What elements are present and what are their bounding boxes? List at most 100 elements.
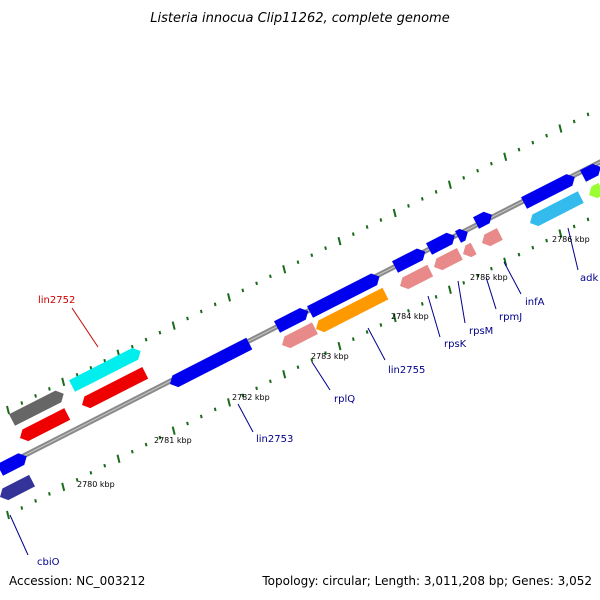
lower-tick xyxy=(130,449,134,454)
upper-tick xyxy=(337,236,342,246)
lower-tick xyxy=(296,365,300,370)
map-title: Listeria innocua Clip11262, complete gen… xyxy=(150,11,449,26)
kbp-label: 2781 kbp xyxy=(154,436,192,445)
upper-tick xyxy=(144,337,148,342)
upper-tick xyxy=(227,293,231,302)
lower-tick xyxy=(255,386,258,391)
upper-tick xyxy=(420,197,424,201)
lower-tick xyxy=(213,407,217,412)
kbp-label: 2782 kbp xyxy=(232,393,270,402)
gene-label-rpsK: rpsK xyxy=(444,339,467,350)
lower-tick xyxy=(34,499,37,503)
upper-tick xyxy=(434,190,438,194)
gene-label-rpmJ: rpmJ xyxy=(499,312,522,323)
gene-feature-orange xyxy=(316,287,389,333)
gene-feature-blue xyxy=(0,453,27,476)
upper-tick xyxy=(282,265,287,274)
lower-tick xyxy=(227,398,231,407)
lower-tick xyxy=(517,252,521,257)
lower-tick xyxy=(282,370,287,379)
upper-tick xyxy=(447,180,452,190)
leader-line xyxy=(9,514,29,556)
lower-tick xyxy=(379,323,383,327)
lower-tick xyxy=(310,358,314,363)
lower-tick xyxy=(434,295,438,299)
gene-feature-gray xyxy=(9,390,64,426)
gene-label-rpsM: rpsM xyxy=(469,326,493,337)
lower-tick xyxy=(103,463,107,468)
tick-marks xyxy=(6,112,590,520)
gene-feature-pink xyxy=(463,242,477,258)
upper-tick xyxy=(558,124,563,133)
lower-tick xyxy=(241,393,245,398)
upper-tick xyxy=(462,175,466,180)
genome-summary-text: Topology: circular; Length: 3,011,208 bp… xyxy=(261,574,592,588)
lower-tick xyxy=(586,217,590,222)
leader-line xyxy=(567,227,579,271)
gene-feature-pink xyxy=(434,248,463,271)
lower-tick xyxy=(351,337,355,341)
upper-tick xyxy=(213,302,217,307)
lower-tick xyxy=(20,506,24,510)
kbp-labels: 2780 kbp 2781 kbp 2782 kbp 2783 kbp 2784 kbp… xyxy=(77,235,590,489)
gene-feature-pink xyxy=(282,322,318,349)
upper-tick xyxy=(503,152,508,161)
lower-tick xyxy=(171,426,176,435)
upper-tick xyxy=(103,358,107,363)
gene-feature-red xyxy=(20,408,71,442)
kbp-label: 2783 kbp xyxy=(311,352,349,361)
lower-tick xyxy=(89,470,93,475)
upper-tick xyxy=(255,281,258,286)
lower-tick xyxy=(447,285,452,295)
lower-tick xyxy=(324,351,327,355)
lower-tick xyxy=(199,414,203,419)
upper-tick xyxy=(572,119,576,124)
upper-tick xyxy=(517,147,521,152)
kbp-label: 2780 kbp xyxy=(77,480,115,489)
lower-tick xyxy=(503,257,508,266)
gene-label-cbiO: cbiO xyxy=(37,557,60,568)
gene-feature-green xyxy=(589,182,600,199)
leader-line xyxy=(71,307,99,348)
label-leader-lines xyxy=(9,227,579,556)
lower-tick xyxy=(144,442,148,447)
gene-feature-blue xyxy=(426,232,455,255)
lower-tick xyxy=(558,229,563,238)
lower-tick xyxy=(269,379,272,384)
upper-tick xyxy=(199,309,203,314)
upper-tick xyxy=(186,316,189,321)
lower-tick xyxy=(365,330,369,334)
gene-feature-blue xyxy=(392,248,426,273)
upper-tick xyxy=(130,344,134,349)
upper-tick xyxy=(379,218,383,222)
gene-feature-navy xyxy=(0,474,35,501)
kbp-label: 2785 kbp xyxy=(470,273,508,282)
lower-tick xyxy=(158,435,162,440)
upper-tick xyxy=(324,246,327,250)
upper-tick xyxy=(476,168,479,173)
gene-feature-pink xyxy=(400,264,434,290)
gene-features xyxy=(0,163,600,501)
gene-feature-blue xyxy=(521,174,575,209)
lower-tick xyxy=(116,454,121,463)
lower-tick xyxy=(6,510,10,520)
upper-tick xyxy=(89,365,93,370)
leader-line xyxy=(457,280,466,324)
lower-tick xyxy=(48,492,51,496)
lower-tick xyxy=(186,421,189,426)
upper-tick xyxy=(545,133,548,138)
leader-line xyxy=(503,261,522,295)
upper-tick xyxy=(586,112,590,117)
lower-tick xyxy=(407,309,410,313)
upper-tick xyxy=(296,260,300,265)
upper-tick xyxy=(531,140,535,145)
upper-tick xyxy=(6,405,10,415)
kbp-label: 2786 kbp xyxy=(552,235,590,244)
upper-tick xyxy=(34,394,37,398)
gene-feature-blue xyxy=(455,228,468,243)
lower-tick xyxy=(531,245,535,250)
upper-tick xyxy=(310,253,314,258)
gene-label-lin2752: lin2752 xyxy=(38,295,75,306)
